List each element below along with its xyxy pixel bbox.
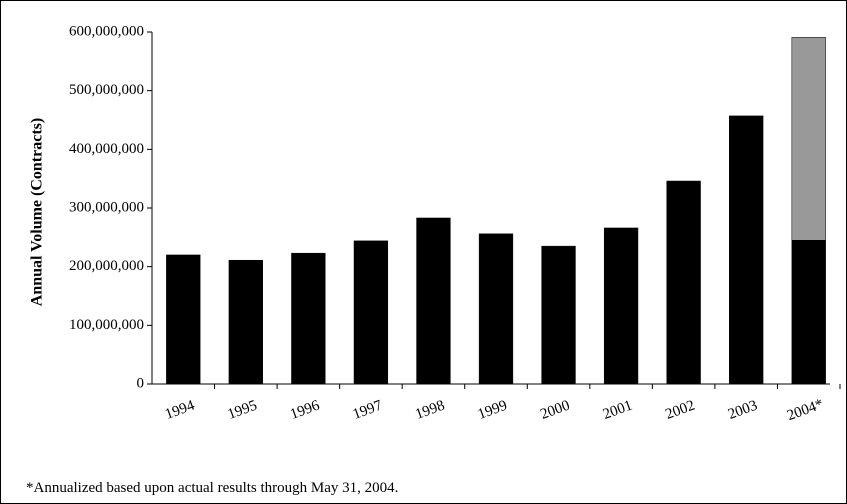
bar [541, 245, 576, 385]
y-tick-label: 300,000,000 [69, 199, 144, 215]
y-tick-label: 500,000,000 [69, 82, 144, 98]
bar [416, 217, 451, 385]
x-tick-label: 2002 [663, 398, 697, 423]
bar [791, 37, 826, 241]
bar [353, 240, 389, 385]
y-axis-label: Annual Volume (Contracts) [29, 118, 46, 306]
footnote: *Annualized based upon actual results th… [26, 480, 398, 496]
x-tick-label: 1997 [351, 397, 385, 422]
bar [666, 180, 701, 385]
x-tick-label: 2000 [538, 398, 572, 423]
y-tick-label: 400,000,000 [69, 141, 144, 157]
bar [791, 240, 826, 385]
bar [478, 233, 514, 385]
x-tick-label: 2001 [601, 398, 635, 423]
bar [291, 252, 326, 385]
x-tick-label: 1999 [476, 398, 510, 423]
bar [166, 254, 201, 385]
y-tick-label: 0 [137, 375, 145, 391]
bar [228, 259, 263, 385]
bar [729, 115, 764, 385]
x-tick-label: 1996 [288, 397, 322, 422]
y-tick-label: 200,000,000 [69, 258, 144, 274]
x-tick-label: 2003 [726, 398, 760, 423]
x-tick-label: 2004* [785, 396, 826, 424]
y-tick-label: 600,000,000 [69, 23, 144, 39]
x-tick-label: 1998 [413, 398, 447, 423]
bar [603, 227, 639, 385]
x-tick-label: 1995 [226, 398, 260, 423]
x-tick-label: 1994 [163, 397, 197, 422]
y-tick-label: 100,000,000 [69, 317, 144, 333]
